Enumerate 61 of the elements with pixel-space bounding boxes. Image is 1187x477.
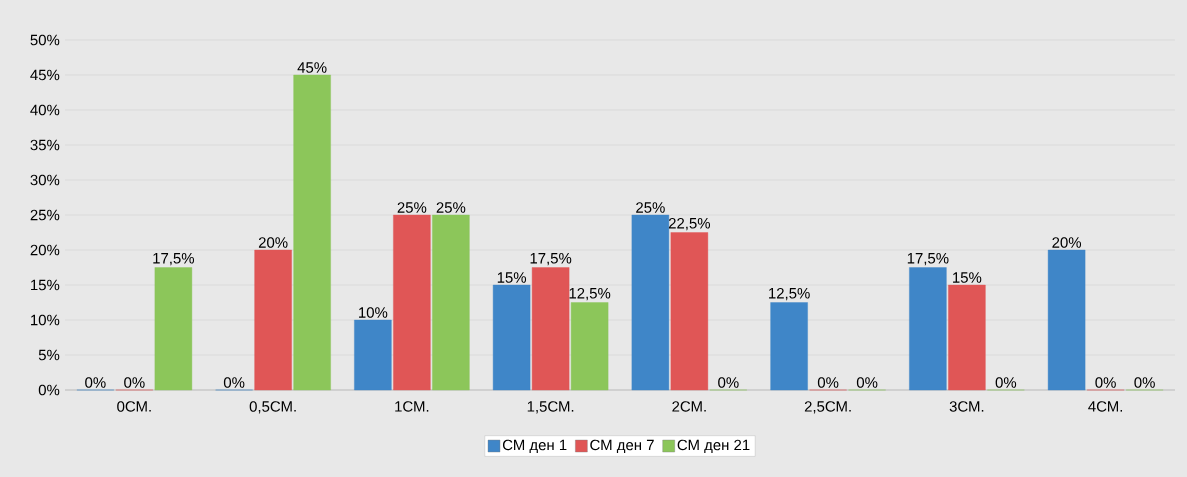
data-label: 12,5% [769, 287, 810, 301]
y-tick-label: 20% [30, 244, 60, 256]
data-label: 25% [397, 202, 427, 213]
y-tick-label: 35% [30, 139, 60, 151]
y-tick-label: 5% [38, 349, 60, 361]
y-tick-label: 40% [30, 104, 60, 116]
data-label: 12,5% [569, 287, 611, 301]
bar [570, 302, 609, 391]
x-tick-label: 2СМ. [672, 401, 706, 412]
bar [393, 214, 431, 391]
data-label: 20% [1052, 237, 1082, 248]
y-tick-label: 45% [30, 69, 60, 81]
y-tick-label: 10% [31, 314, 60, 326]
bar [354, 319, 392, 391]
data-label: 22,5% [668, 217, 711, 231]
data-label: 0% [124, 377, 145, 388]
data-label: 45% [297, 62, 327, 73]
bar [631, 214, 670, 391]
bar [670, 232, 709, 391]
legend-label: СМ ден 7 [590, 439, 654, 454]
data-label: 0% [817, 377, 839, 388]
bar [1047, 249, 1086, 391]
data-label: 0% [223, 377, 245, 388]
bar [770, 302, 808, 391]
y-tick-label: 0% [38, 384, 60, 396]
data-label: 17,5% [907, 253, 949, 266]
legend-label: СМ ден 1 [502, 439, 567, 454]
bar [154, 267, 193, 391]
data-label: 20% [258, 237, 288, 248]
bar [293, 74, 331, 391]
data-label: 17,5% [530, 253, 572, 266]
data-label: 10% [359, 307, 388, 318]
data-label: 25% [636, 202, 665, 213]
x-tick-label: 0СМ. [117, 401, 151, 412]
data-label: 0% [718, 377, 739, 388]
data-label: 0% [856, 377, 878, 388]
data-label: 15% [953, 272, 982, 283]
data-label: 25% [436, 202, 466, 213]
data-label: 15% [497, 272, 527, 283]
data-label: 0% [1134, 377, 1155, 388]
bar [531, 267, 570, 391]
y-tick-label: 50% [30, 34, 60, 46]
bar [909, 267, 947, 391]
bar [432, 214, 470, 391]
y-tick-label: 25% [30, 209, 60, 221]
bar [254, 249, 292, 391]
bar [948, 284, 986, 391]
x-tick-label: 3СМ. [949, 401, 984, 412]
x-tick-label: 1,5СМ. [527, 401, 574, 414]
data-label: 0% [1095, 377, 1116, 388]
y-tick-label: 15% [31, 279, 60, 291]
x-tick-label: 2,5СМ. [804, 401, 851, 414]
x-tick-label: 4СМ. [1088, 401, 1123, 412]
legend-label: СМ ден 21 [677, 439, 750, 454]
data-label: 17,5% [153, 253, 195, 266]
data-label: 0% [995, 377, 1017, 388]
bar [492, 284, 531, 391]
y-tick-label: 30% [30, 174, 60, 186]
x-tick-label: 1СМ. [395, 401, 429, 412]
data-label: 0% [85, 377, 106, 388]
x-tick-label: 0,5СМ. [249, 401, 296, 414]
